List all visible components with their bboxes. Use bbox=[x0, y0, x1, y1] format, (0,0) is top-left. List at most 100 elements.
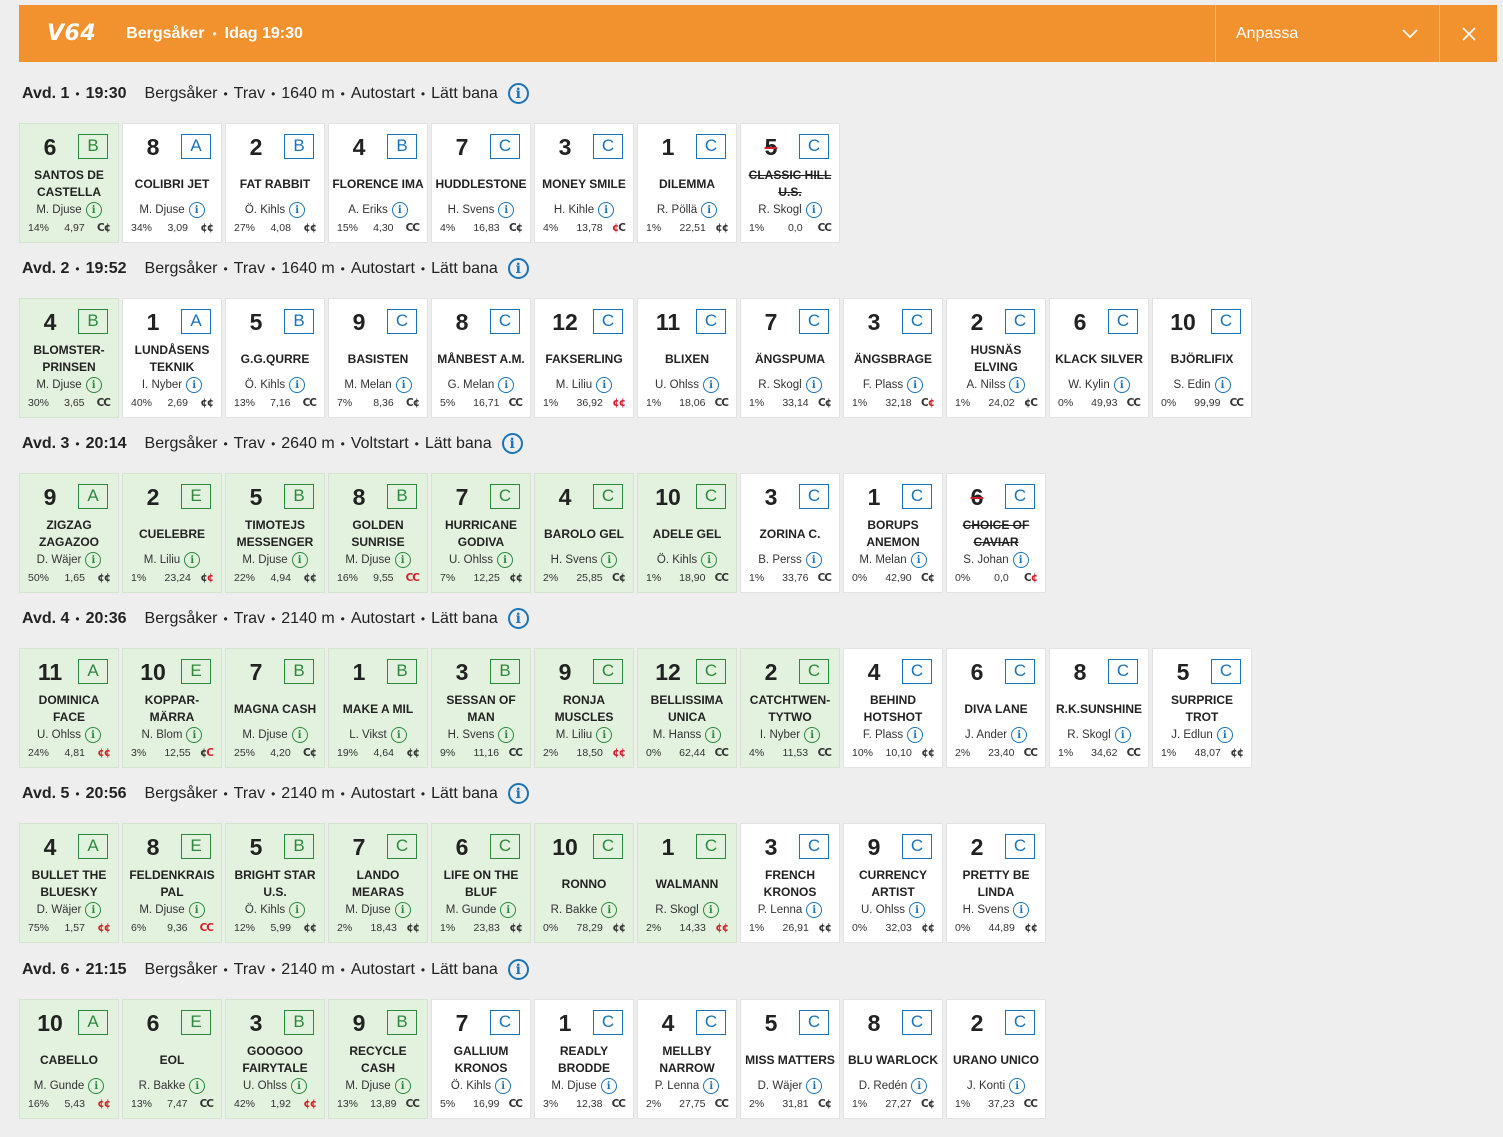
info-icon[interactable]: i bbox=[85, 377, 102, 393]
info-icon[interactable]: i bbox=[804, 727, 821, 743]
info-icon[interactable]: i bbox=[596, 727, 613, 743]
horse-card[interactable]: 6 C DIVA LANE J. Ander i 2% 23,40 CC bbox=[946, 648, 1046, 768]
info-icon[interactable]: i bbox=[391, 202, 408, 218]
info-icon[interactable]: i bbox=[291, 727, 308, 743]
info-icon[interactable]: i bbox=[1214, 377, 1231, 393]
horse-card[interactable]: 11 A DOMINICA FACE U. Ohlss i 24% 4,81 ¢¢ bbox=[19, 648, 119, 768]
horse-card[interactable]: 2 C URANO UNICO J. Konti i 1% 37,23 CC bbox=[946, 999, 1046, 1119]
horse-card[interactable]: 10 C RONNO R. Bakke i 0% 78,29 ¢¢ bbox=[534, 823, 634, 943]
info-icon[interactable]: i bbox=[88, 1078, 105, 1094]
info-icon[interactable]: i bbox=[289, 377, 306, 393]
info-icon[interactable]: i bbox=[909, 902, 926, 918]
race-info-button[interactable]: i bbox=[507, 959, 529, 980]
horse-card[interactable]: 4 A BULLET THE BLUESKY D. Wäjer i 75% 1,57 ¢¢ bbox=[19, 823, 119, 943]
info-icon[interactable]: i bbox=[291, 552, 308, 568]
horse-card[interactable]: 1 C BORUPS ANEMON M. Melan i 0% 42,90 C¢ bbox=[843, 473, 943, 593]
info-icon[interactable]: i bbox=[702, 902, 719, 918]
info-icon[interactable]: i bbox=[703, 377, 720, 393]
horse-card[interactable]: 9 C CURRENCY ARTIST U. Ohlss i 0% 32,03 ¢¢ bbox=[843, 823, 943, 943]
info-icon[interactable]: i bbox=[186, 727, 203, 743]
info-icon[interactable]: i bbox=[601, 552, 618, 568]
info-icon[interactable]: i bbox=[390, 727, 407, 743]
info-icon[interactable]: i bbox=[911, 1078, 928, 1094]
horse-card[interactable]: 4 C BEHIND HOTSHOT F. Plass i 10% 10,10 ¢¢ bbox=[843, 648, 943, 768]
close-button[interactable] bbox=[1439, 5, 1497, 62]
info-icon[interactable]: i bbox=[188, 202, 205, 218]
horse-card[interactable]: 9 C RONJA MUSCLES M. Liliu i 2% 18,50 ¢¢ bbox=[534, 648, 634, 768]
horse-card[interactable]: 9 A ZIGZAG ZAGAZOO D. Wäjer i 50% 1,65 ¢¢ bbox=[19, 473, 119, 593]
horse-card[interactable]: 12 C BELLISSIMA UNICA M. Hanss i 0% 62,44 CC bbox=[637, 648, 737, 768]
info-icon[interactable]: i bbox=[1012, 552, 1029, 568]
info-icon[interactable]: i bbox=[1216, 727, 1233, 743]
horse-card[interactable]: 10 A CABELLO M. Gunde i 16% 5,43 ¢¢ bbox=[19, 999, 119, 1119]
horse-card[interactable]: 7 C HURRICANE GODIVA U. Ohlss i 7% 12,25 ¢¢ bbox=[431, 473, 531, 593]
info-icon[interactable]: i bbox=[907, 727, 924, 743]
info-icon[interactable]: i bbox=[498, 377, 515, 393]
horse-card[interactable]: 11 C BLIXEN U. Ohlss i 1% 18,06 CC bbox=[637, 298, 737, 418]
horse-card[interactable]: 4 C BAROLO GEL H. Svens i 2% 25,85 C¢ bbox=[534, 473, 634, 593]
info-icon[interactable]: i bbox=[703, 1078, 720, 1094]
info-icon[interactable]: i bbox=[1113, 377, 1130, 393]
horse-card[interactable]: 7 C GALLIUM KRONOS Ö. Kihls i 5% 16,99 CC bbox=[431, 999, 531, 1119]
horse-card[interactable]: 5 B BRIGHT STAR U.S. Ö. Kihls i 12% 5,99 ¢¢ bbox=[225, 823, 325, 943]
horse-card[interactable]: 1 B MAKE A MIL L. Vikst i 19% 4,64 ¢¢ bbox=[328, 648, 428, 768]
info-icon[interactable]: i bbox=[1009, 1078, 1026, 1094]
info-icon[interactable]: i bbox=[600, 1078, 617, 1094]
info-icon[interactable]: i bbox=[1114, 727, 1131, 743]
horse-card[interactable]: 2 C PRETTY BE LINDA H. Svens i 0% 44,89 ¢¢ bbox=[946, 823, 1046, 943]
horse-card[interactable]: 9 C BASISTEN M. Melan i 7% 8,36 C¢ bbox=[328, 298, 428, 418]
horse-card[interactable]: 3 B GOOGOO FAIRYTALE U. Ohlss i 42% 1,92 ¢¢ bbox=[225, 999, 325, 1119]
info-icon[interactable]: i bbox=[498, 202, 515, 218]
horse-card[interactable]: 2 B FAT RABBIT Ö. Kihls i 27% 4,08 ¢¢ bbox=[225, 123, 325, 243]
info-icon[interactable]: i bbox=[805, 552, 822, 568]
horse-card[interactable]: 6 C KLACK SILVER W. Kylin i 0% 49,93 CC bbox=[1049, 298, 1149, 418]
info-icon[interactable]: i bbox=[1013, 902, 1030, 918]
info-icon[interactable]: i bbox=[394, 902, 411, 918]
info-icon[interactable]: i bbox=[705, 727, 722, 743]
horse-card[interactable]: 8 C MÅNBEST A.M. G. Melan i 5% 16,71 CC bbox=[431, 298, 531, 418]
horse-card[interactable]: 7 C LANDO MEARAS M. Djuse i 2% 18,43 ¢¢ bbox=[328, 823, 428, 943]
info-icon[interactable]: i bbox=[907, 377, 924, 393]
horse-card[interactable]: 8 E FELDENKRAIS PAL M. Djuse i 6% 9,36 CC bbox=[122, 823, 222, 943]
race-info-button[interactable]: i bbox=[507, 783, 529, 804]
horse-card[interactable]: 3 C ÄNGSBRAGE F. Plass i 1% 32,18 C¢ bbox=[843, 298, 943, 418]
horse-card[interactable]: 5 C SURPRICE TROT J. Edlun i 1% 48,07 ¢¢ bbox=[1152, 648, 1252, 768]
info-icon[interactable]: i bbox=[598, 202, 615, 218]
info-icon[interactable]: i bbox=[85, 552, 102, 568]
info-icon[interactable]: i bbox=[1009, 377, 1026, 393]
horse-card[interactable]: 5 B TIMOTEJS MESSENGER M. Djuse i 22% 4,94 ¢¢ bbox=[225, 473, 325, 593]
info-icon[interactable]: i bbox=[188, 902, 205, 918]
info-icon[interactable]: i bbox=[805, 202, 822, 218]
horse-card[interactable]: 5 C MISS MATTERS D. Wäjer i 2% 31,81 C¢ bbox=[740, 999, 840, 1119]
race-info-button[interactable]: i bbox=[501, 433, 523, 454]
horse-card[interactable]: 5 B G.G.QURRE Ö. Kihls i 13% 7,16 CC bbox=[225, 298, 325, 418]
horse-card[interactable]: 8 C BLU WARLOCK D. Redén i 1% 27,27 C¢ bbox=[843, 999, 943, 1119]
info-icon[interactable]: i bbox=[186, 377, 203, 393]
info-icon[interactable]: i bbox=[394, 552, 411, 568]
horse-card[interactable]: 8 A COLIBRI JET M. Djuse i 34% 3,09 ¢¢ bbox=[122, 123, 222, 243]
horse-card[interactable]: 2 C HUSNÄS ELVING A. Nilss i 1% 24,02 ¢C bbox=[946, 298, 1046, 418]
horse-card[interactable]: 6 E EOL R. Bakke i 13% 7,47 CC bbox=[122, 999, 222, 1119]
info-icon[interactable]: i bbox=[497, 552, 514, 568]
horse-card[interactable]: 10 E KOPPAR-MÄRRA N. Blom i 3% 12,55 ¢C bbox=[122, 648, 222, 768]
info-icon[interactable]: i bbox=[85, 727, 102, 743]
horse-card[interactable]: 6 C CHOICE OF CAVIAR S. Johan i 0% 0,0 C¢ bbox=[946, 473, 1046, 593]
horse-card[interactable]: 4 B BLOMSTER-PRINSEN M. Djuse i 30% 3,65 CC bbox=[19, 298, 119, 418]
info-icon[interactable]: i bbox=[394, 1078, 411, 1094]
info-icon[interactable]: i bbox=[1011, 727, 1028, 743]
horse-card[interactable]: 7 C ÄNGSPUMA R. Skogl i 1% 33,14 C¢ bbox=[740, 298, 840, 418]
info-icon[interactable]: i bbox=[806, 902, 823, 918]
horse-card[interactable]: 4 C MELLBY NARROW P. Lenna i 2% 27,75 CC bbox=[637, 999, 737, 1119]
race-info-button[interactable]: i bbox=[507, 258, 529, 279]
info-icon[interactable]: i bbox=[701, 552, 718, 568]
horse-card[interactable]: 12 C FAKSERLING M. Liliu i 1% 36,92 ¢¢ bbox=[534, 298, 634, 418]
info-icon[interactable]: i bbox=[85, 202, 102, 218]
info-icon[interactable]: i bbox=[805, 377, 822, 393]
info-icon[interactable]: i bbox=[601, 902, 618, 918]
horse-card[interactable]: 3 C FRENCH KRONOS P. Lenna i 1% 26,91 ¢¢ bbox=[740, 823, 840, 943]
info-icon[interactable]: i bbox=[910, 552, 927, 568]
horse-card[interactable]: 1 C WALMANN R. Skogl i 2% 14,33 ¢¢ bbox=[637, 823, 737, 943]
info-icon[interactable]: i bbox=[395, 377, 412, 393]
info-icon[interactable]: i bbox=[85, 902, 102, 918]
info-icon[interactable]: i bbox=[189, 1078, 206, 1094]
